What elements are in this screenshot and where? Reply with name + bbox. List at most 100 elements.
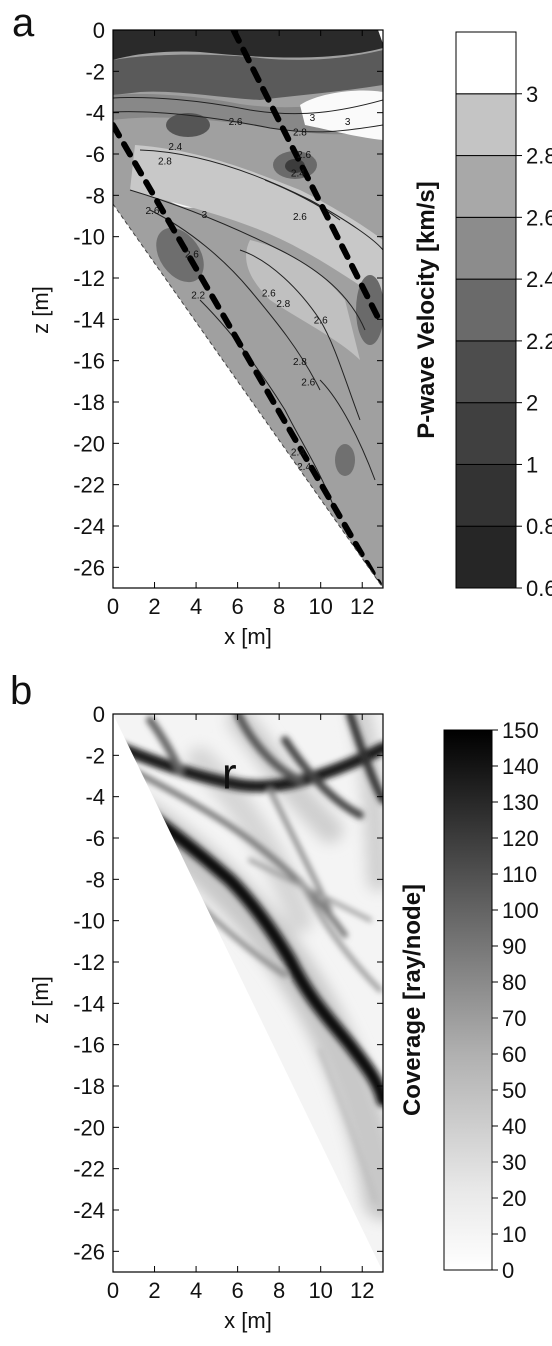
colorbar-b-tick-label: 0	[502, 1258, 514, 1283]
contour-label: 2.8	[293, 357, 307, 368]
colorbar-a-tick-label: 2.2	[526, 329, 552, 354]
y-tick-label: -20	[73, 431, 105, 456]
x-tick-label: 8	[273, 1278, 285, 1303]
y-tick-label: -22	[73, 1157, 105, 1182]
colorbar-a-band	[455, 31, 517, 95]
contour-label: 2.6	[146, 206, 160, 217]
colorbar-b-tick-label: 120	[502, 826, 539, 851]
y-tick-label: -26	[73, 555, 105, 580]
panel-a: a	[12, 1, 552, 649]
colorbar-b-gradient	[443, 729, 493, 1271]
contour-label: 2.4	[291, 448, 305, 459]
y-tick-label: -8	[85, 867, 105, 892]
coverage-field: rf	[113, 714, 383, 1272]
xlabel-b: x [m]	[224, 1308, 272, 1333]
xlabel-a: x [m]	[224, 624, 272, 649]
contour-label: 2.8	[276, 299, 290, 310]
velocity-field: 32.62.832.42.82.62.432.62.62.62.2 2.62.82…	[113, 30, 383, 588]
y-tick-label: -6	[85, 142, 105, 167]
colorbar-a-tick-label: 2.4	[526, 267, 552, 292]
contour-label: 2.6	[185, 249, 199, 260]
colorbar-b-tick-label: 100	[502, 898, 539, 923]
y-tick-label: -2	[85, 59, 105, 84]
colorbar-a-tick-label: 3	[526, 82, 538, 107]
x-tick-label: 8	[273, 594, 285, 619]
colorbar-b-tick-label: 50	[502, 1078, 526, 1103]
x-tick-label: 6	[231, 594, 243, 619]
plot-frame	[112, 29, 384, 589]
y-tick-label: -12	[73, 950, 105, 975]
y-tick-label: -12	[73, 266, 105, 291]
colorbar-a-tick-label: 1	[526, 452, 538, 477]
colorbar-b-tick-label: 60	[502, 1042, 526, 1067]
contour-label: 2.6	[293, 212, 307, 223]
borehole-line	[230, 30, 382, 323]
plot-frame	[112, 713, 384, 1273]
y-tick-label: -4	[85, 785, 105, 810]
colorbar-a-band	[455, 402, 517, 465]
ylabel-a: z [m]	[28, 286, 53, 334]
colorbar-b-tick-label: 130	[502, 790, 539, 815]
contour-label: 2.6	[262, 289, 276, 300]
y-tick-label: -18	[73, 390, 105, 415]
contour-label: 3	[345, 117, 351, 128]
y-tick-label: -4	[85, 101, 105, 126]
y-tick-label: 0	[93, 18, 105, 43]
colorbar-b-tick-label: 90	[502, 934, 526, 959]
colorbar-label-b: Coverage [ray/node]	[399, 884, 426, 1116]
y-tick-label: 0	[93, 702, 105, 727]
y-tick-label: -6	[85, 826, 105, 851]
contour-label: 2.4	[168, 142, 182, 153]
borehole-line	[113, 122, 382, 587]
contour-label: 2.8	[158, 156, 172, 167]
y-tick-label: -16	[73, 1033, 105, 1058]
y-tick-label: -2	[85, 743, 105, 768]
x-tick-label: 12	[350, 594, 374, 619]
y-tick-label: -20	[73, 1115, 105, 1140]
colorbar-b-tick-label: 80	[502, 970, 526, 995]
colorbar-label-a: P-wave Velocity [km/s]	[413, 181, 440, 438]
axes-a: 0 2 4 6 8 10 12 0 -2 -4 -6 -8 -10 -12 -14 -16 -18 -20 -22 -…	[73, 18, 384, 619]
colorbar-a-tick-label: 0.6	[526, 576, 552, 601]
y-tick-label: -26	[73, 1239, 105, 1264]
colorbar-a-band	[455, 525, 517, 589]
contour-label: 2.6	[229, 117, 243, 128]
x-tick-label: 10	[308, 594, 332, 619]
panel-b: b	[10, 669, 539, 1333]
colorbar-a-tick-label: 2.8	[526, 144, 552, 169]
contour-label: 2.2	[191, 291, 205, 302]
ray-annotation: f	[202, 933, 215, 982]
colorbar-b-tick-label: 30	[502, 1150, 526, 1175]
x-tick-label: 2	[148, 1278, 160, 1303]
contour-labels: 32.62.832.42.82.62.432.62.62.62.2 2.62.82…	[146, 113, 351, 473]
axes-b: 0 2 4 6 8 10 12 0 -2 -4 -6 -8 -10 -12 -14 -16 -18 -20 -22 -…	[73, 702, 384, 1303]
contour-label: 2.6	[301, 377, 315, 388]
colorbar-a-tick-label: 0.8	[526, 514, 552, 539]
y-tick-label: -8	[85, 183, 105, 208]
contour-label: 3	[310, 113, 316, 124]
colorbar-b-tick-label: 110	[502, 862, 537, 887]
y-tick-label: -16	[73, 349, 105, 374]
contour-label: 3	[202, 210, 208, 221]
x-tick-label: 0	[107, 594, 119, 619]
colorbar-b-tick-label: 10	[502, 1222, 526, 1247]
x-tick-label: 2	[148, 594, 160, 619]
colorbar-a-band	[455, 216, 517, 280]
panel-label-a: a	[12, 1, 35, 45]
colorbar-b-tick-label: 70	[502, 1006, 526, 1031]
y-tick-label: -10	[73, 225, 105, 250]
colorbar-a-band	[455, 463, 517, 527]
x-tick-label: 10	[308, 1278, 332, 1303]
x-tick-label: 4	[190, 594, 202, 619]
colorbar-b-tick-label: 140	[502, 754, 539, 779]
y-tick-label: -14	[73, 307, 105, 332]
boreholes	[113, 30, 382, 587]
colorbar-b-tick-label: 20	[502, 1186, 526, 1211]
contour-label: 2.8	[293, 127, 307, 138]
contour-label: 2.6	[314, 315, 328, 326]
contour-label: 2.4	[297, 462, 311, 473]
y-tick-label: -22	[73, 473, 105, 498]
x-tick-label: 4	[190, 1278, 202, 1303]
